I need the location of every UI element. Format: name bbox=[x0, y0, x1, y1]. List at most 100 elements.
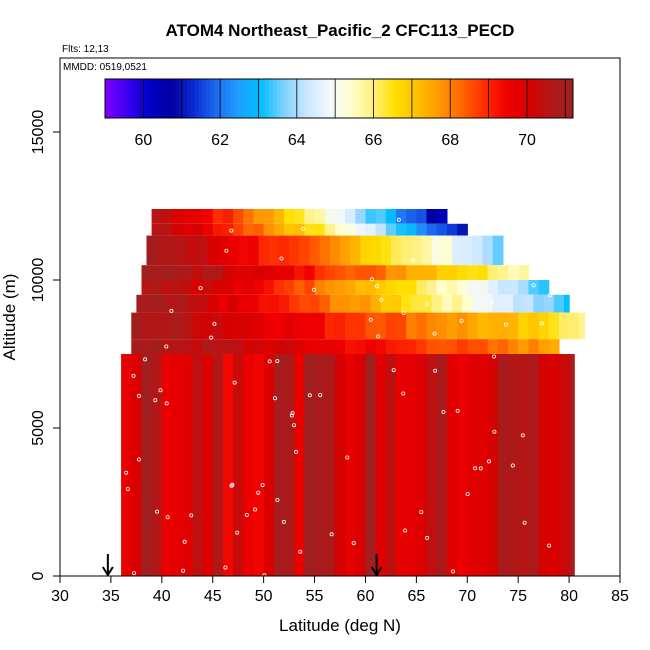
heatmap-cell bbox=[243, 280, 255, 295]
heatmap-cell bbox=[370, 294, 382, 313]
heatmap-cell bbox=[355, 280, 367, 295]
heatmap-layer bbox=[151, 209, 448, 224]
heatmap-cell bbox=[324, 209, 336, 224]
sample-point bbox=[455, 408, 460, 413]
colorbar-swatch bbox=[479, 79, 484, 118]
heatmap-cell bbox=[497, 280, 509, 295]
colorbar-swatch bbox=[186, 79, 192, 118]
x-axis-label: Latitude (deg N) bbox=[279, 616, 401, 635]
heatmap-cell bbox=[462, 294, 473, 313]
colorbar-swatch bbox=[276, 79, 281, 118]
sample-point bbox=[432, 331, 437, 336]
heatmap-cell bbox=[548, 339, 560, 354]
sample-point bbox=[522, 520, 527, 525]
colorbar-swatch bbox=[440, 79, 445, 118]
heatmap-cell bbox=[548, 312, 560, 340]
colorbar-swatch bbox=[483, 79, 488, 118]
heatmap-cell bbox=[284, 265, 295, 280]
sample-point bbox=[189, 513, 194, 518]
colorbar-swatch bbox=[409, 79, 414, 118]
heatmap-cell bbox=[319, 294, 331, 313]
colorbar-swatch bbox=[284, 79, 289, 118]
heatmap-cell bbox=[284, 209, 295, 224]
heatmap-cell bbox=[294, 265, 305, 280]
heatmap-cell bbox=[477, 339, 489, 354]
heatmap-cell bbox=[431, 294, 443, 313]
heatmap-cell bbox=[294, 223, 305, 236]
heatmap-cell bbox=[558, 354, 570, 576]
heatmap-cell bbox=[161, 223, 173, 236]
colorbar-swatch bbox=[420, 79, 426, 118]
sample-point bbox=[209, 335, 214, 340]
heatmap-cell bbox=[365, 209, 377, 224]
heatmap-cell bbox=[233, 354, 244, 576]
heatmap-cell bbox=[217, 294, 229, 313]
x-tick-label: 65 bbox=[407, 588, 425, 605]
heatmap-cell bbox=[436, 265, 448, 280]
sample-point bbox=[136, 393, 141, 398]
colorbar-swatch bbox=[397, 79, 402, 118]
heatmap-cell bbox=[289, 294, 300, 313]
heatmap-cell bbox=[345, 312, 356, 340]
y-axis-label: Altitude (m) bbox=[0, 274, 19, 361]
heatmap-cell bbox=[482, 235, 494, 266]
mmdd-label: MMDD: 0519,0521 bbox=[63, 62, 147, 73]
heatmap-cell bbox=[304, 223, 316, 236]
sample-point bbox=[345, 455, 350, 460]
sample-point bbox=[307, 393, 312, 398]
heatmap-cell bbox=[497, 312, 509, 340]
heatmap-cell bbox=[233, 339, 244, 354]
heatmap-layer bbox=[141, 265, 529, 280]
sample-point bbox=[478, 466, 483, 471]
colorbar-swatch bbox=[350, 79, 356, 118]
heatmap-cell bbox=[538, 280, 550, 295]
sample-point bbox=[131, 373, 136, 378]
sample-points bbox=[124, 210, 563, 576]
colorbar-swatch bbox=[502, 79, 508, 118]
heatmap-cell bbox=[396, 209, 407, 224]
heatmap-cell bbox=[273, 280, 285, 295]
sample-point bbox=[272, 396, 277, 401]
heatmap-cell bbox=[258, 235, 270, 266]
heatmap-cell bbox=[543, 294, 555, 313]
flight-arrows bbox=[102, 554, 383, 577]
heatmap-cell bbox=[334, 265, 346, 280]
heatmap-cell bbox=[426, 280, 438, 295]
heatmap-cell bbox=[202, 280, 214, 295]
heatmap-cell bbox=[528, 354, 540, 576]
heatmap-cell bbox=[294, 312, 305, 340]
heatmap-cell bbox=[294, 354, 305, 576]
heatmap-cell bbox=[436, 354, 448, 576]
heatmap-cell bbox=[350, 235, 361, 266]
heatmap-cell bbox=[253, 280, 265, 295]
colorbar-swatch bbox=[444, 79, 449, 118]
heatmap-cell bbox=[345, 354, 356, 576]
heatmap-cell bbox=[355, 339, 367, 354]
heatmap-cell bbox=[497, 354, 509, 576]
heatmap-cell bbox=[253, 223, 265, 236]
colorbar-swatch bbox=[456, 79, 461, 118]
heatmap-cell bbox=[304, 209, 316, 224]
colorbar-swatch bbox=[362, 79, 367, 118]
heatmap-cell bbox=[334, 280, 346, 295]
sample-point bbox=[531, 283, 536, 288]
heatmap-cell bbox=[477, 280, 489, 295]
colorbar-tick-label: 70 bbox=[518, 132, 536, 149]
colorbar-swatch bbox=[323, 79, 328, 118]
colorbar-swatch bbox=[116, 79, 122, 118]
heatmap-cell bbox=[243, 312, 255, 340]
heatmap-cell bbox=[457, 339, 468, 354]
colorbar-swatch bbox=[487, 79, 492, 118]
heatmap-cell bbox=[324, 280, 336, 295]
colorbar-swatch bbox=[222, 79, 227, 118]
heatmap-cell bbox=[406, 223, 417, 236]
sample-point bbox=[224, 248, 229, 253]
heatmap-cell bbox=[182, 209, 193, 224]
heatmap-cell bbox=[299, 235, 311, 266]
heatmap-cell bbox=[355, 312, 367, 340]
sample-point bbox=[124, 470, 129, 475]
colorbar-tick-label: 60 bbox=[134, 132, 152, 149]
sample-point bbox=[425, 535, 430, 540]
heatmap-cell bbox=[436, 312, 448, 340]
sample-point bbox=[376, 334, 381, 339]
